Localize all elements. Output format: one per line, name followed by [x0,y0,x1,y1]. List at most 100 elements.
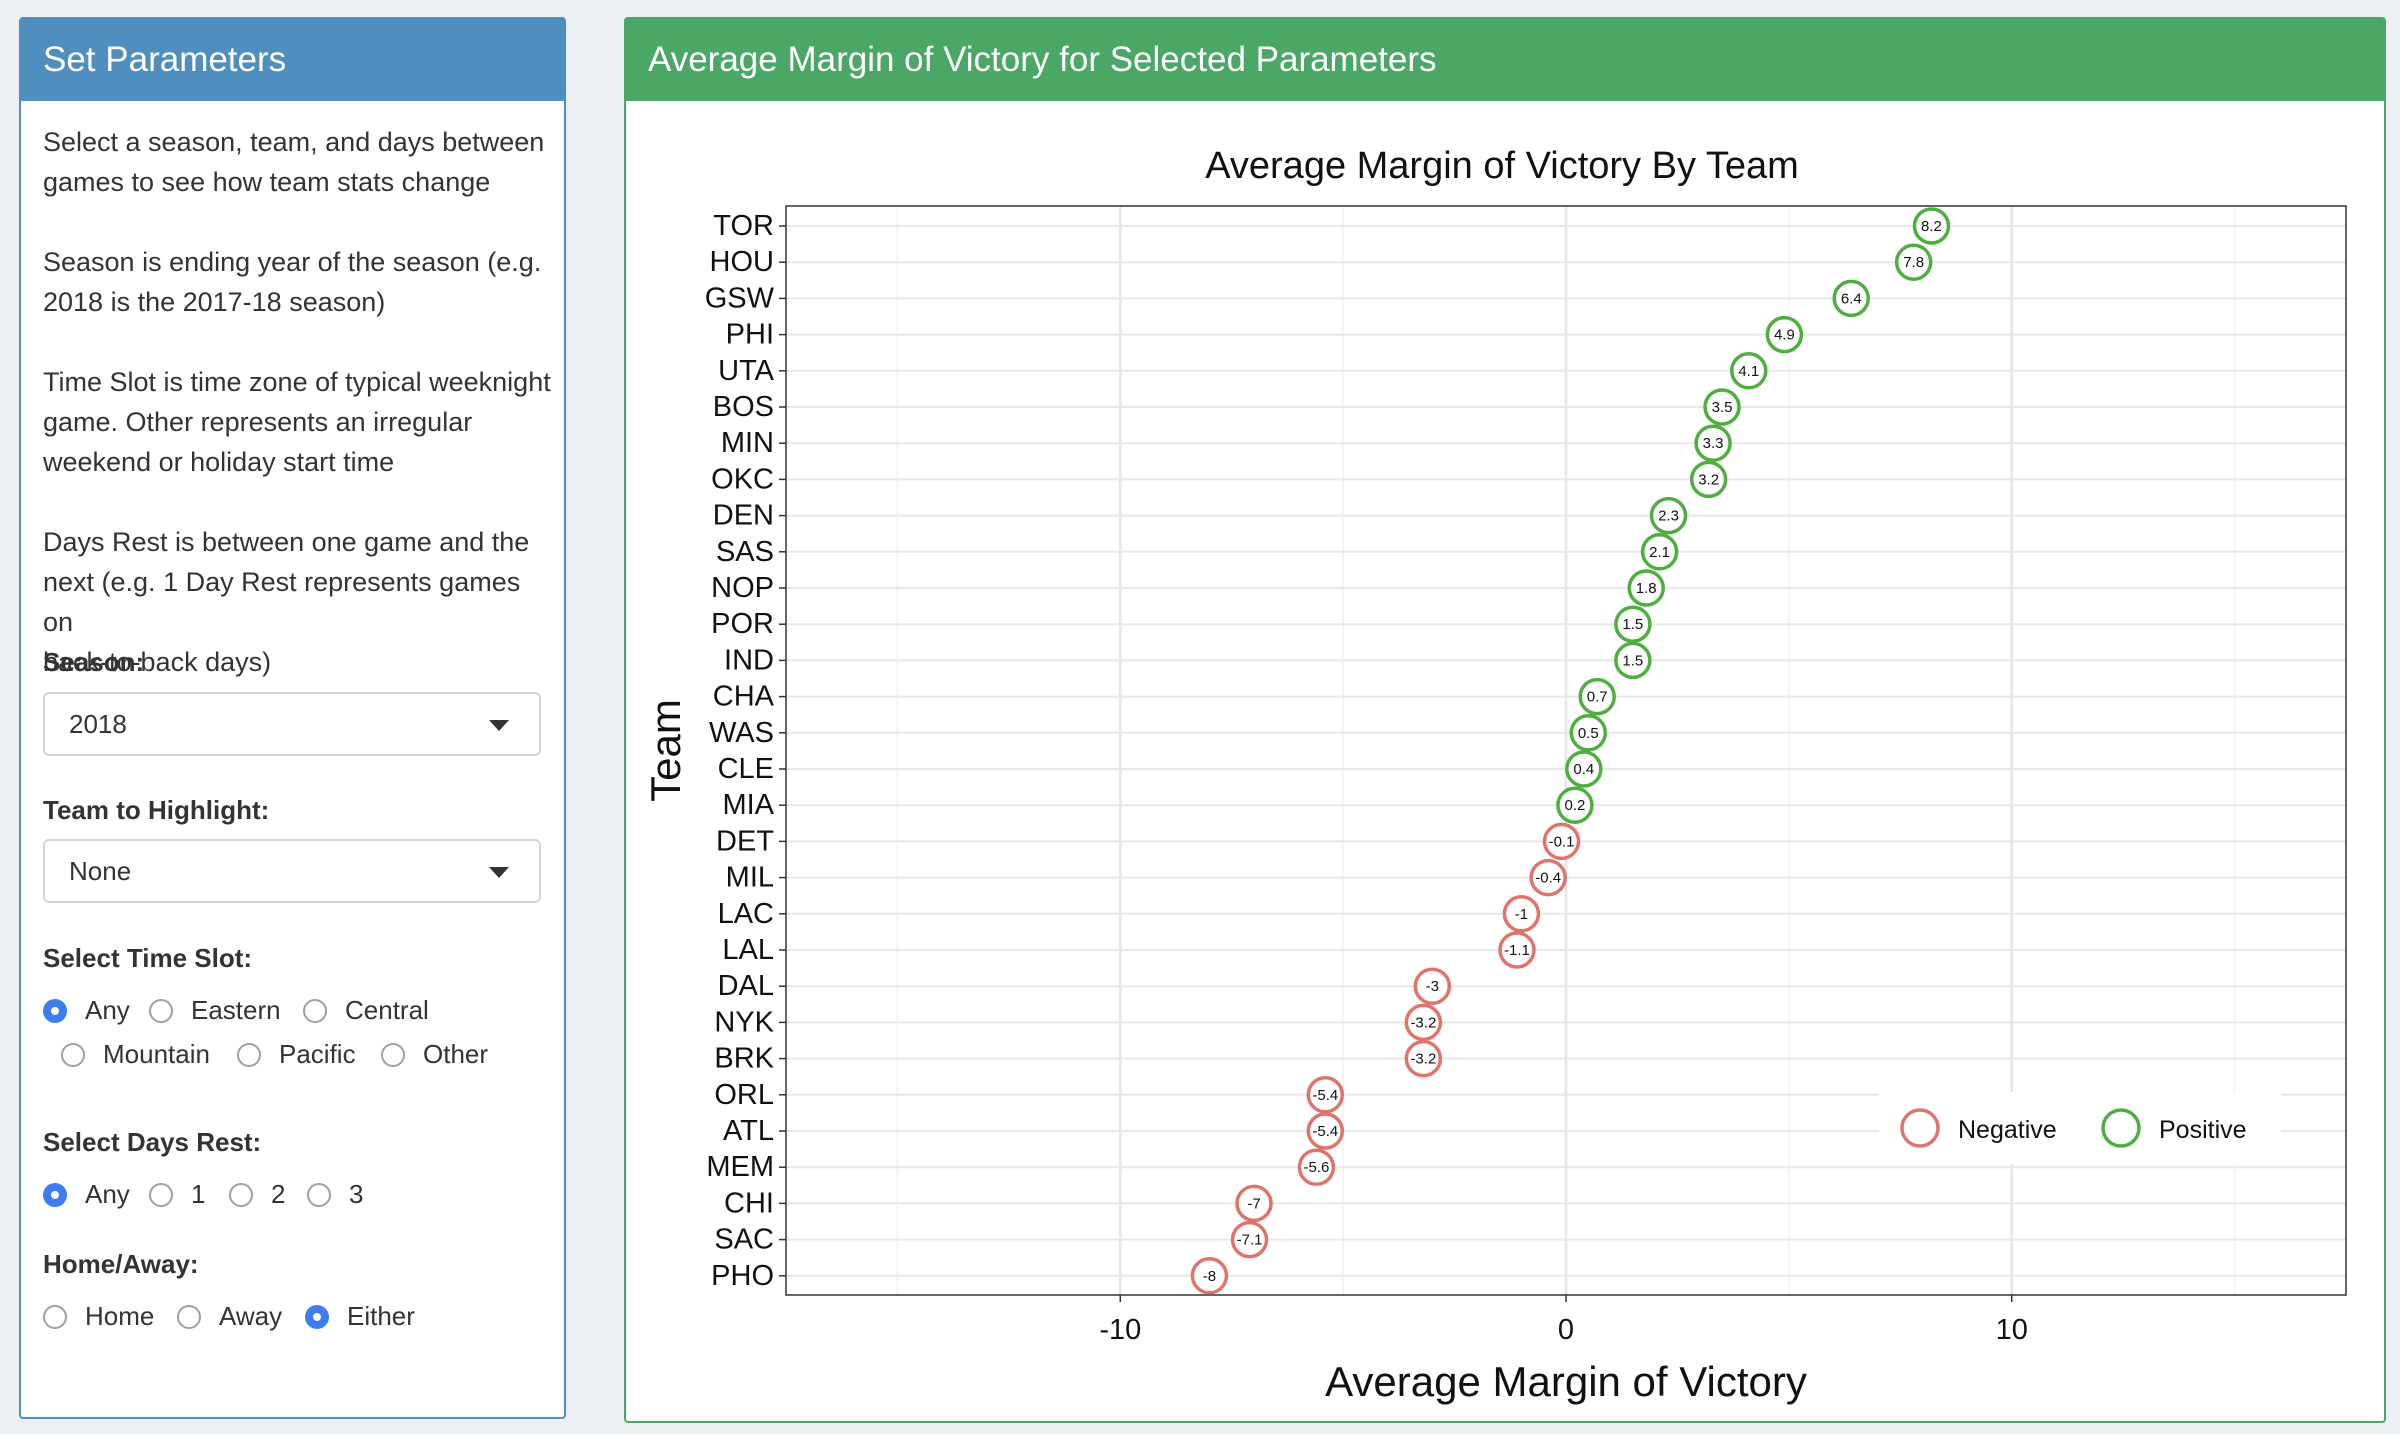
timeslot-radio-other[interactable]: Other [381,1039,488,1070]
data-point [1569,714,1608,752]
data-point [1542,822,1581,861]
y-tick-label: TOR [713,210,774,242]
legend-positive-marker [2101,1108,2141,1148]
data-label: -7 [1247,1195,1260,1212]
y-tick-label: BOS [713,391,774,423]
y-tick-label: CHA [713,681,775,713]
data-label: -1 [1515,906,1528,923]
data-point [1614,605,1652,643]
y-tick-label: NOP [711,572,774,604]
timeslot-label: Select Time Slot: [43,943,253,973]
team-select-value: None [69,856,132,886]
data-point [1649,496,1688,535]
y-tick-label: SAC [714,1224,774,1256]
data-label: 8.2 [1921,218,1942,235]
panel-title: Set Parameters [21,19,564,101]
data-point [1640,533,1679,571]
data-point [1306,1112,1345,1150]
home-away-radio-either[interactable]: Either [305,1301,415,1332]
data-point [1190,1257,1229,1295]
x-tick-label: 10 [1996,1314,2028,1346]
radio-icon [381,1042,405,1067]
x-tick-label: 0 [1558,1314,1574,1346]
data-point [1556,786,1594,824]
y-tick-label: LAC [718,898,774,930]
data-label: -3.2 [1410,1014,1436,1031]
timeslot-radio-eastern[interactable]: Eastern [149,995,281,1026]
data-label: -7.1 [1237,1232,1263,1249]
team-label: Team to Highlight: [43,795,270,825]
data-point [1729,352,1768,390]
data-point [1565,750,1603,788]
y-tick-label: BRK [714,1043,774,1075]
data-point [1578,677,1616,716]
y-tick-label: NYK [714,1006,774,1038]
team-select[interactable]: None [43,839,541,903]
data-label: 0.7 [1587,689,1608,706]
y-tick-label: CHI [724,1187,774,1219]
data-point [1614,641,1652,680]
radio-icon [149,998,173,1023]
chart-title: Average Margin of Victory By Team [1205,145,1799,187]
radio-selected-icon [305,1304,329,1329]
home-away-label: Home/Away: [43,1249,199,1279]
data-point [1230,1220,1269,1259]
legend-negative-label: Negative [1958,1116,2057,1144]
timeslot-radio-mountain[interactable]: Mountain [61,1039,210,1070]
days-rest-radio-2[interactable]: 2 [229,1179,285,1210]
days-rest-radio-3[interactable]: 3 [307,1179,363,1210]
season-select[interactable]: 2018 [43,692,541,756]
data-label: 2.1 [1649,544,1670,561]
data-point [1832,279,1871,318]
timeslot-radio-central[interactable]: Central [303,995,429,1026]
data-label: -5.4 [1312,1123,1338,1140]
data-point [1689,460,1728,499]
radio-icon [43,1304,67,1329]
data-point [1502,895,1541,933]
legend-positive-label: Positive [2159,1116,2247,1144]
timeslot-radio-pacific[interactable]: Pacific [237,1039,356,1070]
chart-panel-title: Average Margin of Victory for Selected P… [626,19,2384,101]
data-point [1703,388,1741,426]
data-point [1306,1076,1345,1114]
data-label: 3.2 [1698,471,1719,488]
data-label: 2.3 [1658,508,1679,525]
y-tick-label: ORL [714,1079,774,1111]
data-point [1404,1003,1443,1042]
radio-icon [307,1182,331,1207]
days-rest-label: Select Days Rest: [43,1127,262,1157]
set-parameters-panel: Set Parameters Select a season, team, an… [19,17,566,1419]
radio-selected-icon [43,1182,67,1207]
y-tick-label: DET [716,825,774,857]
y-tick-label: PHO [711,1260,774,1292]
data-label: 0.5 [1578,725,1599,742]
y-tick-label: OKC [711,463,774,495]
data-point [1404,1039,1443,1078]
description-timeslot: Time Slot is time zone of typical weekni… [43,367,551,477]
days-rest-radio-any[interactable]: Any [43,1179,130,1210]
timeslot-radio-any[interactable]: Any [43,995,130,1026]
chevron-down-icon [489,720,509,731]
legend-box [1879,1092,2281,1164]
y-tick-label: DAL [718,970,774,1002]
data-point [1694,424,1732,462]
data-point [1529,858,1567,897]
radio-icon [303,998,327,1023]
data-label: 6.4 [1841,290,1862,307]
legend-negative-marker [1900,1108,1940,1148]
data-label: 0.4 [1573,761,1594,778]
y-tick-label: WAS [709,717,774,749]
data-point [1912,207,1951,245]
data-point [1627,569,1665,607]
days-rest-radio-1[interactable]: 1 [149,1179,205,1210]
radio-icon [229,1182,253,1207]
description-intro: Select a season, team, and days between … [43,127,545,197]
y-tick-label: IND [724,644,774,676]
data-label: 1.5 [1622,652,1643,669]
season-select-value: 2018 [69,709,127,739]
home-away-radio-home[interactable]: Home [43,1301,154,1332]
data-point [1297,1148,1336,1186]
data-point [1894,243,1933,281]
y-tick-label: PHI [726,319,774,351]
home-away-radio-away[interactable]: Away [177,1301,282,1332]
